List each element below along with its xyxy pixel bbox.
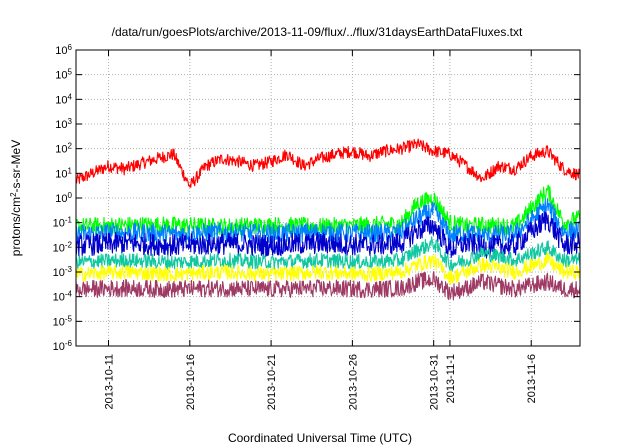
y-tick-label: 10-3 bbox=[53, 265, 73, 280]
y-tick-label: 10-5 bbox=[53, 314, 73, 329]
series-line-1 bbox=[75, 138, 581, 188]
y-tick-label: 10-2 bbox=[53, 240, 73, 255]
series-line-7 bbox=[75, 271, 581, 301]
y-tick-label: 106 bbox=[55, 43, 72, 58]
y-tick-label: 10-4 bbox=[53, 289, 73, 304]
y-tick-label: 10-6 bbox=[53, 339, 73, 354]
x-tick-label: 2013-11-1 bbox=[445, 354, 457, 403]
x-tick-label: 2013-11-6 bbox=[526, 354, 538, 403]
x-tick-label: 2013-10-16 bbox=[185, 354, 197, 410]
y-tick-label: 104 bbox=[55, 92, 72, 107]
y-tick-label: 10-1 bbox=[53, 215, 73, 230]
y-axis-label: protons/cm2-s-sr-MeV bbox=[9, 140, 24, 256]
y-tick-label: 102 bbox=[55, 141, 72, 156]
x-tick-label: 2013-10-21 bbox=[266, 354, 278, 410]
grid bbox=[76, 50, 580, 346]
y-tick-label: 101 bbox=[55, 166, 72, 181]
chart-title: /data/run/goesPlots/archive/2013-11-09/f… bbox=[112, 25, 523, 39]
series-layer bbox=[75, 138, 581, 301]
series-line-4 bbox=[75, 211, 581, 259]
series-line-2 bbox=[75, 184, 581, 236]
series-line-5 bbox=[75, 236, 581, 272]
x-tick-label: 2013-10-11 bbox=[104, 354, 116, 409]
y-axis-ticks: 10-6 10-5 10-4 10-3 10-2 10-1 100 101 102 103 104 1… bbox=[53, 43, 580, 354]
y-tick-label: 105 bbox=[55, 67, 72, 82]
y-tick-label: 100 bbox=[55, 191, 72, 206]
x-axis-label: Coordinated Universal Time (UTC) bbox=[228, 431, 412, 445]
x-tick-label: 2013-10-26 bbox=[347, 354, 359, 410]
x-axis-ticks: 2013-10-11 2013-10-16 2013-10-21 2013-10-26… bbox=[104, 50, 538, 410]
series-line-6 bbox=[75, 252, 581, 286]
x-tick-label: 2013-10-31 bbox=[429, 354, 441, 410]
y-tick-label: 103 bbox=[55, 117, 72, 132]
